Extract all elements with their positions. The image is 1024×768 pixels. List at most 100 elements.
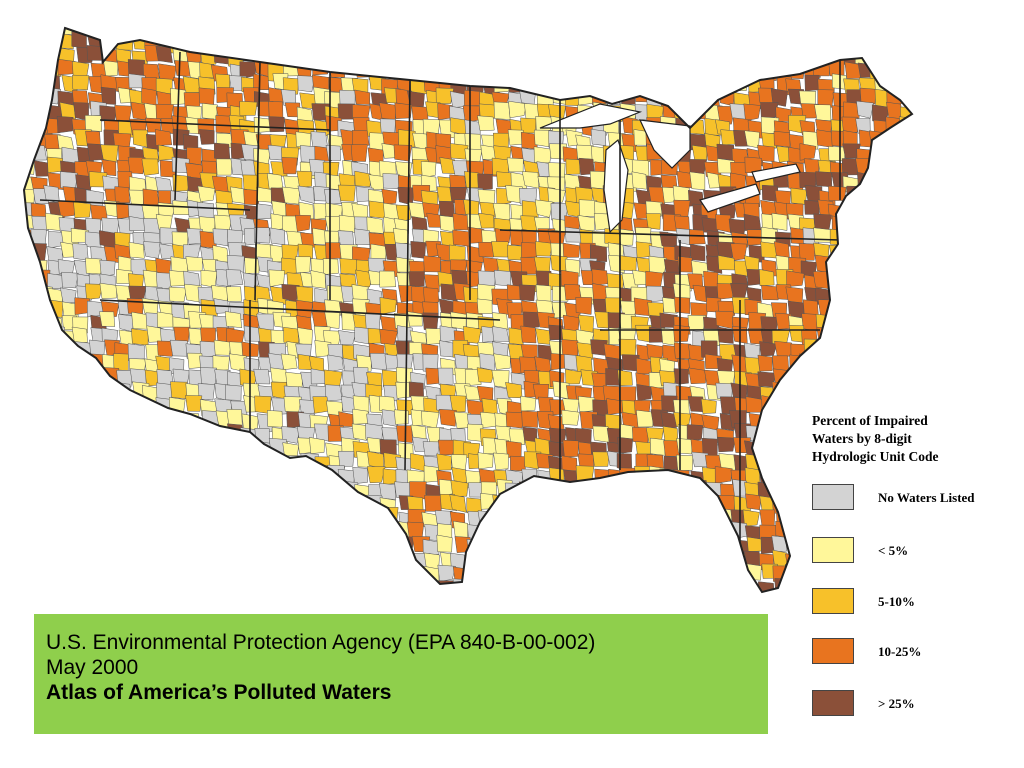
hydrologic-unit [645, 526, 663, 544]
hydrologic-unit [788, 483, 804, 502]
hydrologic-unit [551, 36, 570, 54]
hydrologic-unit [183, 596, 199, 610]
hydrologic-unit [156, 311, 174, 328]
hydrologic-unit [297, 566, 313, 584]
hydrologic-unit [323, 507, 342, 527]
hydrologic-unit [24, 384, 37, 402]
hydrologic-unit [678, 62, 695, 80]
hydrologic-unit [378, 102, 397, 121]
hydrologic-unit [492, 28, 511, 38]
hydrologic-unit [857, 354, 875, 370]
hydrologic-unit [24, 456, 32, 475]
hydrologic-unit [717, 106, 736, 125]
hydrologic-unit [197, 580, 214, 592]
hydrologic-unit [85, 257, 103, 275]
hydrologic-unit [267, 410, 283, 428]
hydrologic-unit [351, 568, 369, 585]
hydrologic-unit [86, 595, 102, 610]
hydrologic-unit [225, 581, 242, 592]
hydrologic-unit [60, 468, 78, 487]
hydrologic-unit [745, 493, 762, 511]
hydrologic-unit [533, 495, 550, 513]
hydrologic-unit [606, 479, 625, 497]
hydrologic-unit [576, 342, 594, 360]
hydrologic-unit [575, 523, 594, 541]
hydrologic-unit [170, 440, 188, 455]
hydrologic-unit [784, 564, 803, 582]
hydrologic-unit [281, 186, 301, 205]
hydrologic-unit [492, 567, 510, 586]
hydrologic-unit [902, 87, 912, 104]
hydrologic-unit [212, 228, 229, 247]
hydrologic-unit [634, 466, 652, 483]
hydrologic-unit [43, 342, 60, 360]
hydrologic-unit [450, 480, 469, 497]
hydrologic-unit [827, 568, 845, 585]
hydrologic-unit [87, 480, 103, 497]
hydrologic-unit [24, 313, 35, 332]
hydrologic-unit [311, 595, 327, 610]
hydrologic-unit [99, 442, 118, 457]
hydrologic-unit [253, 116, 271, 133]
hydrologic-unit [296, 31, 315, 51]
hydrologic-unit [159, 580, 176, 592]
hydrologic-unit [762, 46, 780, 64]
hydrologic-unit [365, 312, 381, 330]
hydrologic-unit [788, 521, 807, 537]
hydrologic-unit [537, 59, 554, 77]
hydrologic-unit [717, 578, 735, 592]
hydrologic-unit [635, 28, 651, 38]
hydrologic-unit [155, 272, 172, 290]
hydrologic-unit [605, 28, 624, 38]
hydrologic-unit [43, 521, 63, 539]
hydrologic-unit [297, 75, 316, 93]
hydrologic-unit [492, 494, 509, 513]
hydrologic-unit [309, 437, 325, 454]
hydrologic-unit [799, 171, 818, 188]
hydrologic-unit [225, 479, 243, 496]
hydrologic-unit [831, 259, 850, 275]
hydrologic-unit [759, 509, 776, 527]
hydrologic-unit [213, 426, 230, 444]
hydrologic-unit [901, 270, 912, 287]
hydrologic-unit [561, 455, 578, 472]
hydrologic-unit [578, 551, 596, 569]
hydrologic-unit [899, 59, 912, 77]
hydrologic-unit [384, 35, 403, 54]
hydrologic-unit [271, 550, 289, 566]
hydrologic-unit [759, 269, 775, 287]
hydrologic-unit [914, 522, 929, 538]
hydrologic-unit [324, 189, 342, 205]
hydrologic-unit [859, 298, 875, 316]
hydrologic-unit [673, 484, 692, 502]
hydrologic-unit [58, 408, 75, 426]
hydrologic-unit [24, 536, 36, 555]
hydrologic-unit [368, 577, 386, 592]
hydrologic-unit [649, 553, 667, 572]
hydrologic-unit [759, 341, 778, 357]
hydrologic-unit [90, 385, 107, 403]
hydrologic-unit [30, 60, 49, 79]
hydrologic-unit [354, 553, 373, 571]
hydrologic-unit [30, 480, 49, 498]
hydrologic-unit [74, 480, 91, 498]
hydrologic-unit [535, 50, 552, 68]
hydrologic-unit [785, 28, 802, 37]
hydrologic-unit [380, 595, 396, 610]
hydrologic-unit [256, 313, 275, 331]
hydrologic-unit [744, 28, 762, 37]
hydrologic-unit [337, 184, 356, 202]
hydrologic-unit [117, 438, 134, 457]
hydrologic-unit [272, 33, 292, 52]
hydrologic-unit [914, 353, 930, 367]
hydrologic-unit [580, 49, 599, 66]
hydrologic-unit [201, 28, 217, 38]
hydrologic-unit [678, 45, 695, 63]
hydrologic-unit [310, 31, 327, 49]
hydrologic-unit [87, 580, 106, 592]
hydrologic-unit [900, 312, 912, 330]
hydrologic-unit [577, 214, 595, 232]
hydrologic-unit [382, 173, 400, 190]
hydrologic-unit [294, 214, 311, 232]
hydrologic-unit [32, 49, 50, 67]
